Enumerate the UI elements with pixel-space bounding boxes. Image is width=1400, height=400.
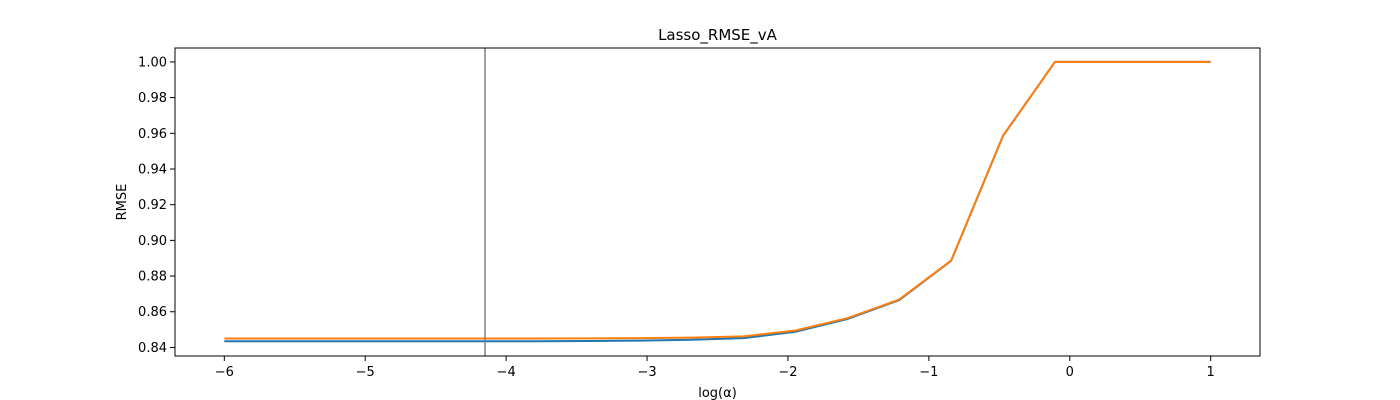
y-axis: 0.84 0.86 0.88 0.90 0.92 0.94 0.96 0.98 1.00 [138,55,175,356]
x-tick-label: −5 [356,365,375,380]
plot-frame [174,47,1261,357]
y-tick-label: 0.98 [138,91,167,106]
y-tick-label: 0.96 [138,127,167,142]
series-lines [224,60,1211,343]
y-tick-label: 0.94 [138,162,167,177]
y-tick-label: 0.90 [138,234,167,249]
x-tick-label: −6 [215,365,234,380]
chart-title: Lasso_RMSE_vA [658,26,778,45]
x-tick-label: −2 [778,365,797,380]
series-line-1 [224,60,1211,343]
x-axis: −6 −5 −4 −3 −2 −1 0 1 [215,356,1215,380]
x-tick-label: −3 [637,365,656,380]
x-tick-label: 1 [1207,365,1215,380]
series-line-2 [224,60,1211,340]
x-tick-label: 0 [1066,365,1074,380]
y-tick-label: 1.00 [138,55,167,70]
y-axis-label: RMSE [115,184,130,221]
y-tick-label: 0.86 [138,305,167,320]
x-axis-label: log(α) [698,386,737,400]
y-tick-label: 0.88 [138,270,167,285]
y-tick-label: 0.92 [138,198,167,213]
x-tick-label: −4 [497,365,516,380]
y-tick-label: 0.84 [138,341,167,356]
x-tick-label: −1 [919,365,938,380]
